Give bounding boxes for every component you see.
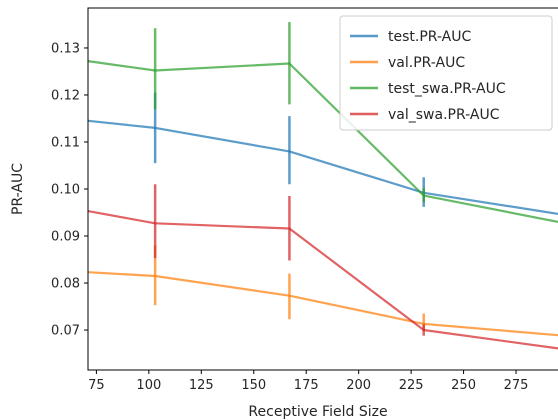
x-tick-label: 150 — [241, 378, 266, 393]
series-layer — [87, 22, 558, 350]
legend-box — [339, 15, 553, 131]
y-tick-label: 0.10 — [51, 183, 80, 198]
y-tick-label: 0.11 — [51, 135, 80, 150]
series-val_swa.PR-AUC — [87, 184, 558, 350]
x-tick-label: 275 — [504, 378, 529, 393]
legend-item: val_swa.PR-AUC — [350, 107, 500, 123]
legend-item: val.PR-AUC — [350, 55, 465, 71]
x-tick-label: 125 — [189, 378, 214, 393]
legend: test.PR-AUC val.PR-AUC test_swa.PR-AUC val_… — [339, 15, 553, 131]
x-tick-label: 200 — [346, 378, 371, 393]
legend-item: test_swa.PR-AUC — [350, 81, 506, 97]
series-test_swa.PR-AUC — [87, 22, 558, 223]
series-line — [87, 119, 558, 215]
series-val.PR-AUC — [87, 245, 558, 337]
legend-label: test.PR-AUC — [388, 29, 472, 45]
x-ticks: 75 100 125 150 175 200 225 250 275 — [88, 370, 528, 393]
y-axis-label: PR-AUC — [10, 163, 26, 215]
y-tick-label: 0.13 — [51, 41, 80, 56]
y-ticks: 0.07 0.08 0.09 0.10 0.11 0.12 0.13 — [51, 41, 88, 339]
y-tick-label: 0.07 — [51, 324, 80, 339]
series-line — [87, 210, 558, 350]
x-tick-label: 250 — [451, 378, 476, 393]
x-tick-label: 75 — [88, 378, 105, 393]
x-axis-label: Receptive Field Size — [248, 404, 387, 420]
series-line — [87, 271, 558, 337]
legend-label: test_swa.PR-AUC — [388, 81, 506, 97]
y-tick-label: 0.09 — [51, 230, 80, 245]
legend-label: val_swa.PR-AUC — [388, 107, 500, 123]
x-tick-label: 225 — [399, 378, 424, 393]
y-tick-label: 0.08 — [51, 277, 80, 292]
x-tick-label: 175 — [294, 378, 319, 393]
legend-item: test.PR-AUC — [350, 29, 472, 45]
y-tick-label: 0.12 — [51, 88, 80, 103]
x-tick-label: 100 — [136, 378, 161, 393]
legend-label: val.PR-AUC — [388, 55, 465, 71]
